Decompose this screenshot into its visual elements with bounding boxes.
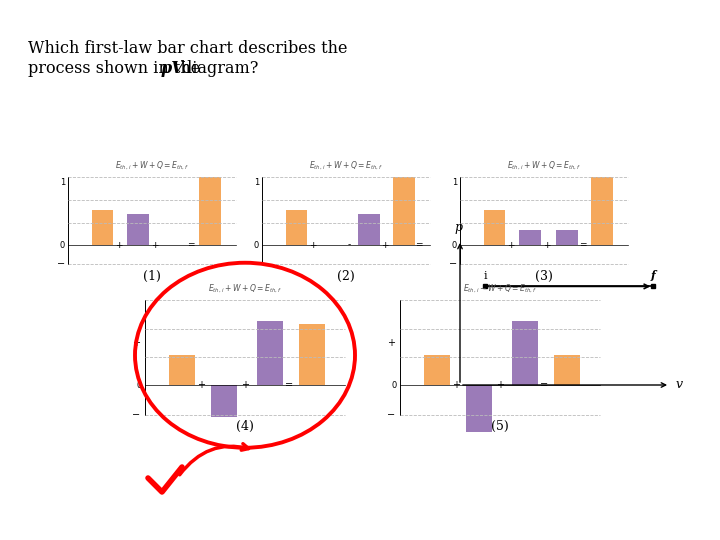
Bar: [358, 214, 379, 245]
Bar: [127, 214, 148, 245]
Bar: [257, 321, 283, 385]
Bar: [393, 177, 415, 245]
Text: =: =: [579, 240, 587, 249]
Text: Which first-law bar chart describes the: Which first-law bar chart describes the: [28, 40, 348, 57]
Text: process shown in the: process shown in the: [28, 60, 205, 77]
Bar: [211, 385, 237, 417]
Text: +: +: [381, 240, 389, 249]
Text: =: =: [540, 380, 549, 390]
Text: −: −: [387, 410, 395, 420]
Bar: [519, 230, 541, 245]
Text: v: v: [676, 379, 683, 392]
Text: (4): (4): [236, 420, 254, 433]
Text: −: −: [132, 410, 140, 420]
Text: +: +: [452, 380, 460, 390]
Text: +: +: [507, 240, 515, 249]
Text: +: +: [197, 380, 205, 390]
Bar: [466, 385, 492, 432]
Bar: [424, 355, 450, 385]
Text: 1: 1: [451, 178, 457, 187]
Text: +: +: [151, 240, 158, 249]
Text: −: −: [449, 259, 457, 269]
Bar: [554, 355, 580, 385]
Text: 0: 0: [137, 381, 142, 389]
Bar: [299, 324, 325, 385]
Text: +: +: [115, 240, 122, 249]
Bar: [484, 210, 505, 245]
Text: diagram?: diagram?: [177, 60, 258, 77]
Text: 0: 0: [392, 381, 397, 389]
Text: 0: 0: [451, 240, 457, 249]
Text: +: +: [132, 338, 140, 348]
Text: =: =: [415, 240, 423, 249]
Text: (1): (1): [143, 269, 161, 282]
Bar: [512, 321, 538, 385]
Text: (3): (3): [535, 269, 553, 282]
Bar: [91, 210, 113, 245]
Text: i: i: [483, 272, 487, 281]
Text: =: =: [187, 240, 194, 249]
Text: +: +: [496, 380, 504, 390]
Text: −: −: [57, 259, 65, 269]
Text: (5): (5): [491, 420, 509, 433]
Text: $E_{th,i}+W+Q=E_{th,f}$: $E_{th,i}+W+Q=E_{th,f}$: [115, 160, 189, 172]
Text: 1: 1: [60, 178, 65, 187]
Text: $E_{th,i}+W+Q=E_{th,f}$: $E_{th,i}+W+Q=E_{th,f}$: [208, 283, 282, 295]
Text: $E_{th,i}+W+Q=E_{th,f}$: $E_{th,i}+W+Q=E_{th,f}$: [507, 160, 581, 172]
Text: -: -: [347, 240, 351, 249]
Text: +: +: [543, 240, 550, 249]
Text: =: =: [285, 380, 294, 390]
Text: $E_{th,i}-W+Q=E_{th,f}$: $E_{th,i}-W+Q=E_{th,f}$: [463, 283, 537, 295]
Text: −: −: [251, 259, 259, 269]
Text: p: p: [454, 221, 462, 234]
Bar: [556, 230, 577, 245]
Text: +: +: [309, 240, 317, 249]
Text: +: +: [387, 338, 395, 348]
Text: (2): (2): [337, 269, 355, 282]
Text: 1: 1: [253, 178, 259, 187]
Bar: [169, 355, 195, 385]
Text: $E_{th,i}+W+Q=E_{th,f}$: $E_{th,i}+W+Q=E_{th,f}$: [309, 160, 383, 172]
Text: +: +: [241, 380, 249, 390]
Text: 0: 0: [253, 240, 259, 249]
Text: 0: 0: [60, 240, 65, 249]
Bar: [591, 177, 613, 245]
Bar: [286, 210, 307, 245]
Bar: [199, 177, 221, 245]
Text: f: f: [651, 271, 656, 281]
Text: pV: pV: [161, 60, 184, 77]
